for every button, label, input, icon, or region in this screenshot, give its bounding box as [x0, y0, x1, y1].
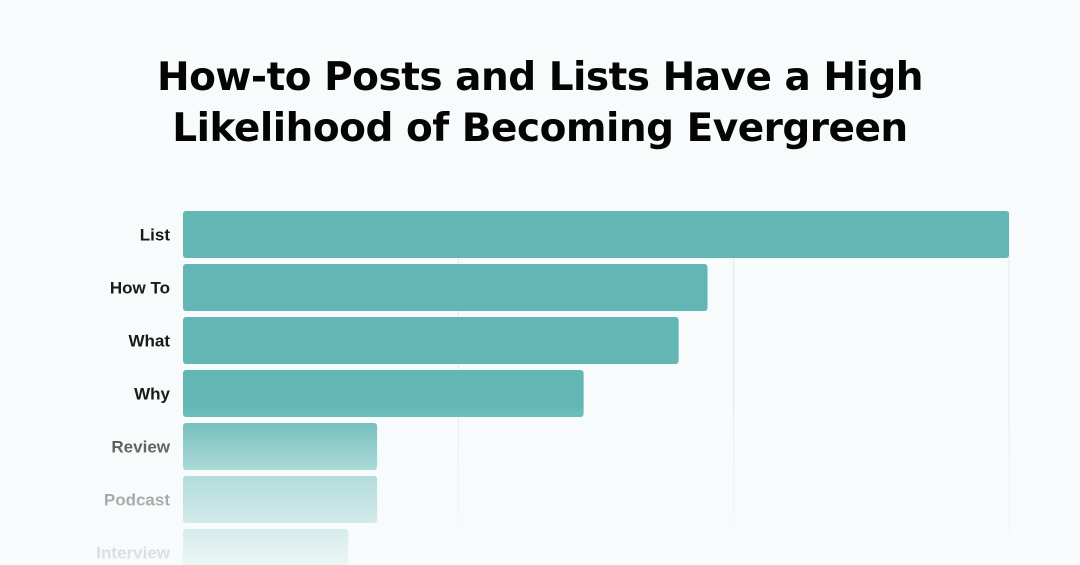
category-label-what: What — [128, 332, 170, 351]
category-label-why: Why — [134, 385, 170, 404]
category-label-list: List — [140, 226, 171, 245]
category-label-interview: Interview — [96, 544, 170, 563]
bar-list — [183, 211, 1009, 258]
bar-interview — [183, 529, 349, 565]
bar-what — [183, 317, 679, 364]
category-label-how-to: How To — [110, 279, 170, 298]
bar-podcast — [183, 476, 378, 523]
category-label-podcast: Podcast — [104, 491, 170, 510]
chart-title-line-2: Likelihood of Becoming Evergreen — [172, 106, 908, 151]
category-label-review: Review — [111, 438, 170, 457]
bar-how-to — [183, 264, 708, 311]
chart-title: How-to Posts and Lists Have a High Likel… — [0, 52, 1080, 154]
chart-title-line-1: How-to Posts and Lists Have a High — [156, 55, 924, 100]
bar-review — [183, 423, 378, 470]
bar-why — [183, 370, 584, 417]
